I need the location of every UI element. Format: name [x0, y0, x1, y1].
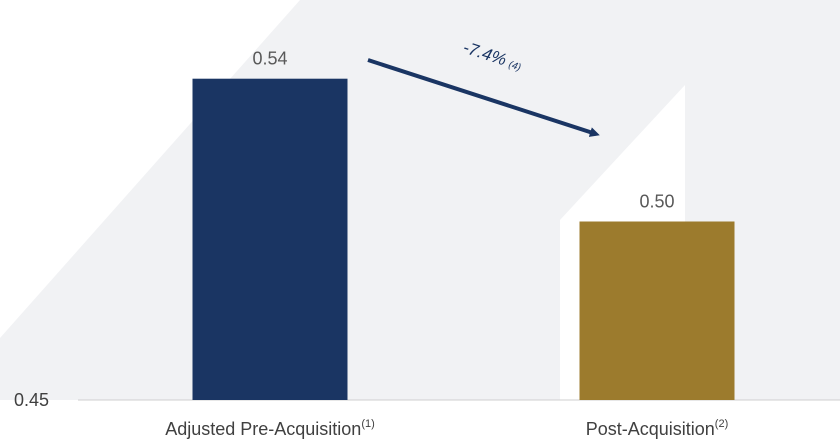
data-label-post-acquisition: 0.50	[639, 192, 674, 212]
data-label-adjusted-pre-acquisition: 0.54	[252, 49, 287, 69]
category-superscript: (2)	[715, 418, 728, 430]
bar-adjusted-pre-acquisition	[192, 78, 348, 400]
category-superscript: (1)	[361, 418, 374, 430]
y-tick-label: 0.45	[14, 390, 49, 410]
change-annotation-superscript: (4)	[507, 59, 522, 73]
category-label-text: Post-Acquisition	[586, 419, 715, 439]
category-label-post-acquisition: Post-Acquisition(2)	[586, 418, 729, 439]
category-label-adjusted-pre-acquisition: Adjusted Pre-Acquisition(1)	[165, 418, 375, 439]
change-arrow	[367, 58, 600, 137]
bar-post-acquisition	[579, 221, 735, 400]
category-label-text: Adjusted Pre-Acquisition	[165, 419, 361, 439]
